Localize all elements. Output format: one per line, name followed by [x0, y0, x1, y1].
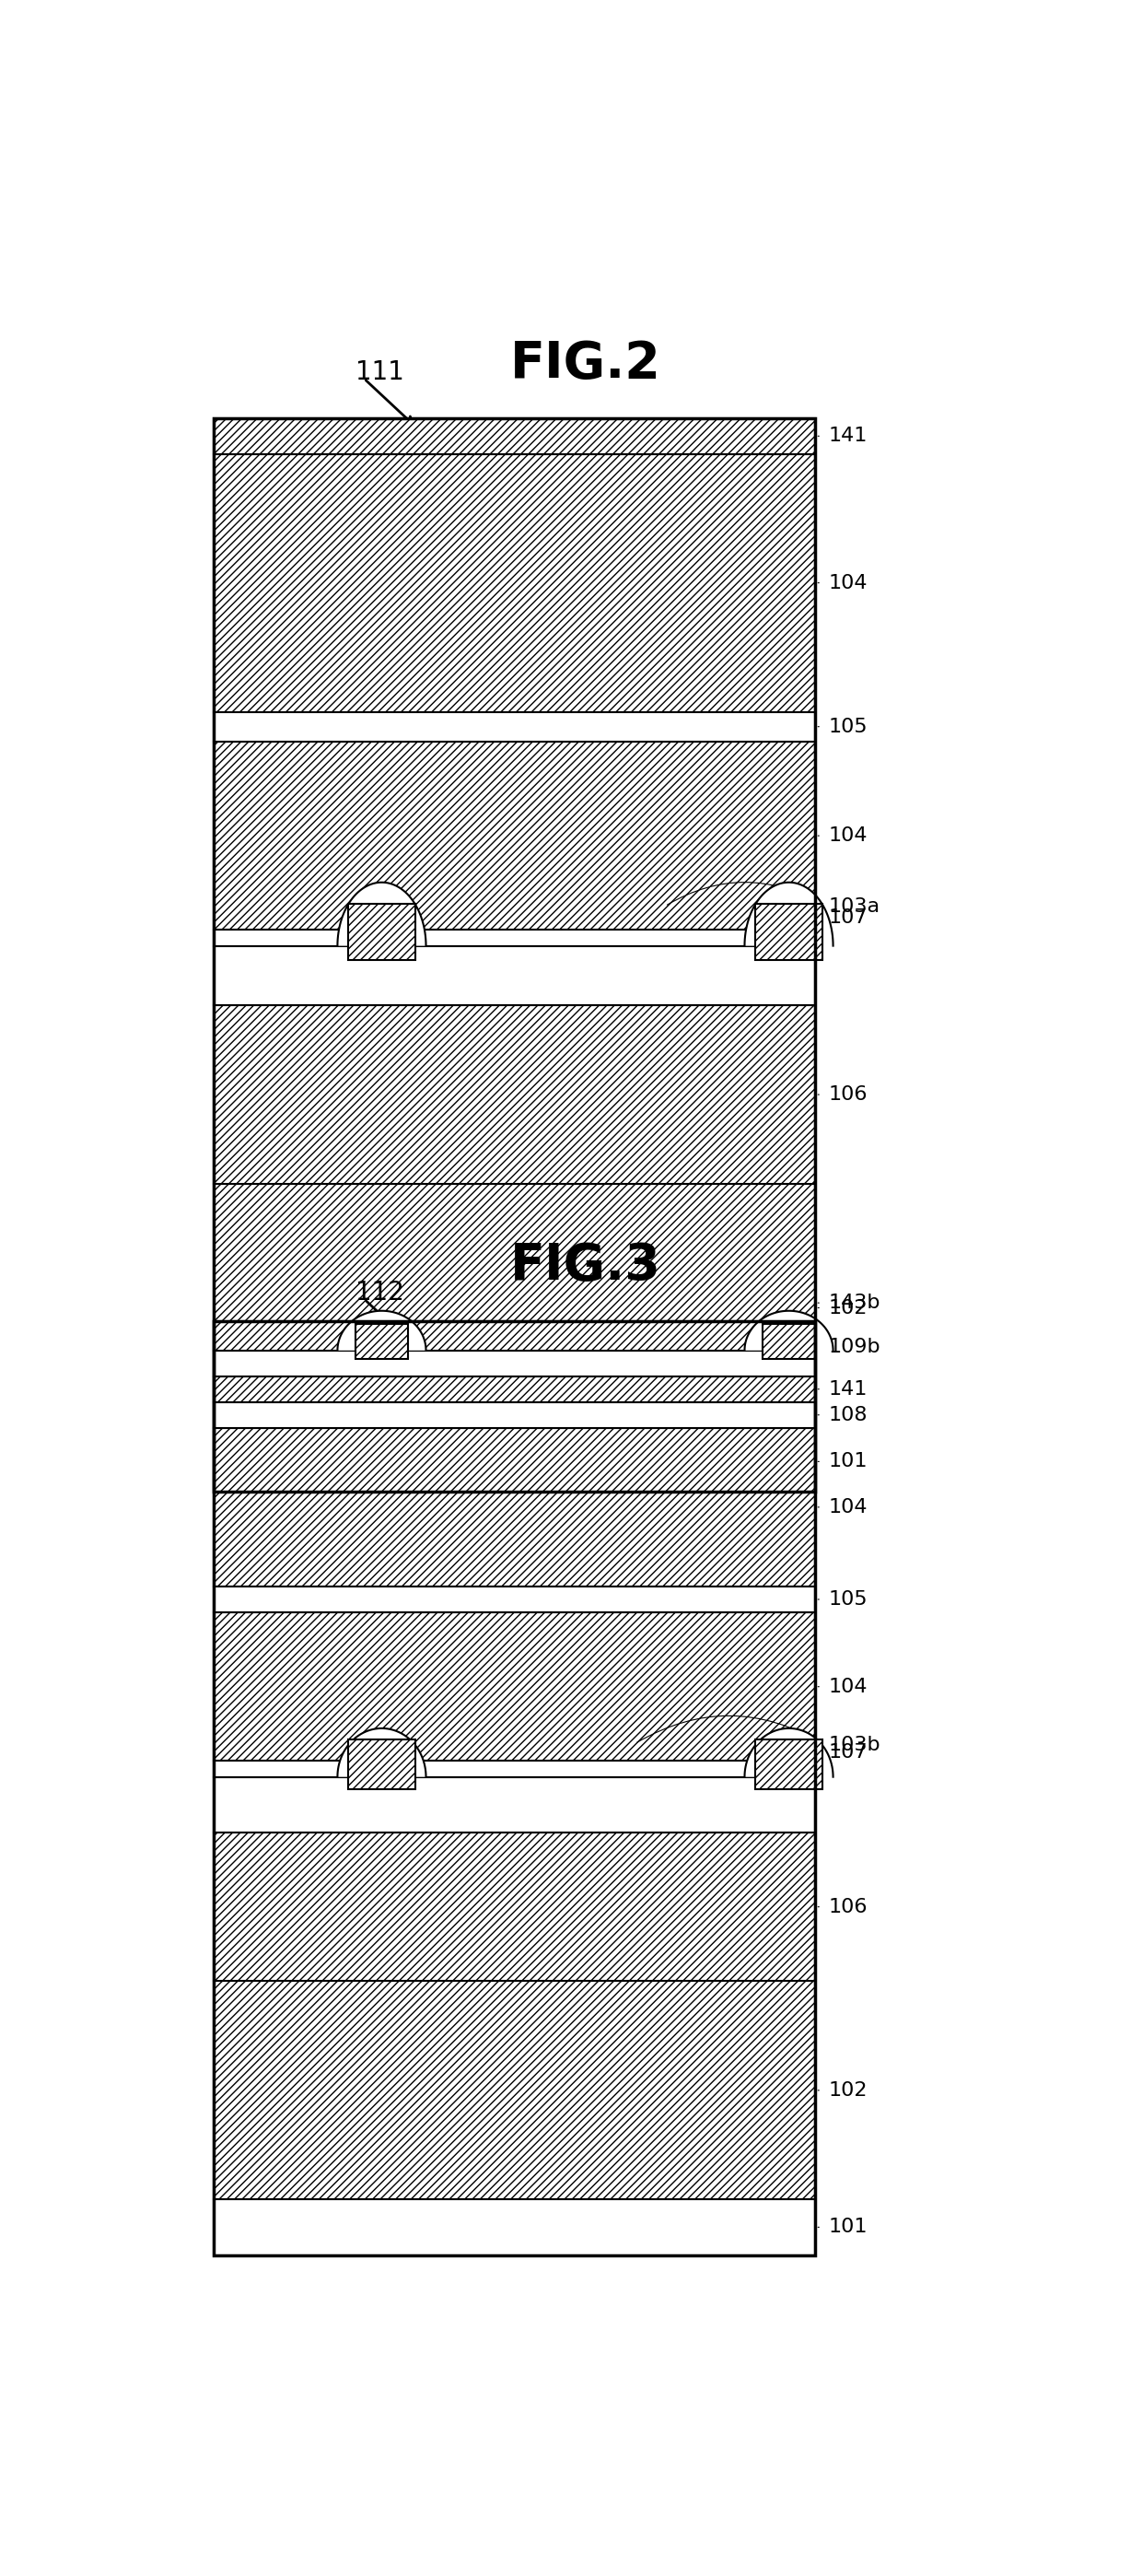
Text: FIG.2: FIG.2	[509, 340, 661, 389]
Bar	[214, 1350, 815, 1376]
Text: 107: 107	[829, 909, 868, 927]
Text: FIG.3: FIG.3	[509, 1242, 661, 1291]
Bar	[214, 1321, 815, 1350]
Text: 141: 141	[829, 1381, 868, 1399]
Text: 104: 104	[829, 1677, 868, 1695]
Bar	[214, 1005, 815, 1185]
Bar	[214, 1401, 815, 1427]
Text: 112: 112	[355, 1280, 404, 1306]
Bar	[214, 1427, 815, 1587]
Text: 102: 102	[829, 1298, 868, 1316]
Bar	[214, 1613, 815, 1762]
Bar	[756, 1739, 822, 1790]
Bar	[214, 1185, 815, 1432]
Bar	[214, 1432, 815, 1492]
Text: 102: 102	[829, 2081, 868, 2099]
Bar	[214, 1376, 815, 1401]
Bar	[214, 1321, 815, 2254]
Text: 101: 101	[829, 1453, 868, 1471]
Bar	[214, 1777, 815, 1832]
Bar	[214, 1981, 815, 2200]
Text: 107: 107	[829, 1744, 868, 1762]
Bar	[348, 1739, 415, 1790]
Bar	[214, 2200, 815, 2254]
Bar	[214, 417, 815, 453]
Bar	[214, 945, 815, 1005]
Bar	[214, 1832, 815, 1981]
Bar	[214, 742, 815, 930]
Text: 104: 104	[829, 827, 868, 845]
Text: 104: 104	[829, 1499, 868, 1517]
Bar	[355, 1324, 409, 1360]
Bar	[214, 417, 815, 1492]
Text: 101: 101	[829, 2218, 868, 2236]
Bar	[763, 1324, 815, 1360]
Text: 109b: 109b	[829, 1337, 880, 1355]
Bar	[348, 904, 415, 961]
Text: 103b: 103b	[829, 1736, 880, 1754]
Bar	[214, 1587, 815, 1613]
Bar	[214, 711, 815, 742]
Text: 106: 106	[829, 1084, 868, 1103]
Text: 105: 105	[829, 719, 868, 737]
Text: 141: 141	[829, 428, 868, 446]
Text: 105: 105	[829, 1589, 868, 1607]
Bar	[214, 1762, 815, 1777]
Text: 103a: 103a	[829, 896, 880, 914]
Text: 111: 111	[355, 361, 404, 386]
Text: 106: 106	[829, 1899, 868, 1917]
Bar	[214, 453, 815, 711]
Text: 104: 104	[829, 574, 868, 592]
Bar	[756, 904, 822, 961]
Text: 143b: 143b	[829, 1293, 880, 1311]
Text: 108: 108	[829, 1406, 868, 1425]
Bar	[214, 930, 815, 945]
